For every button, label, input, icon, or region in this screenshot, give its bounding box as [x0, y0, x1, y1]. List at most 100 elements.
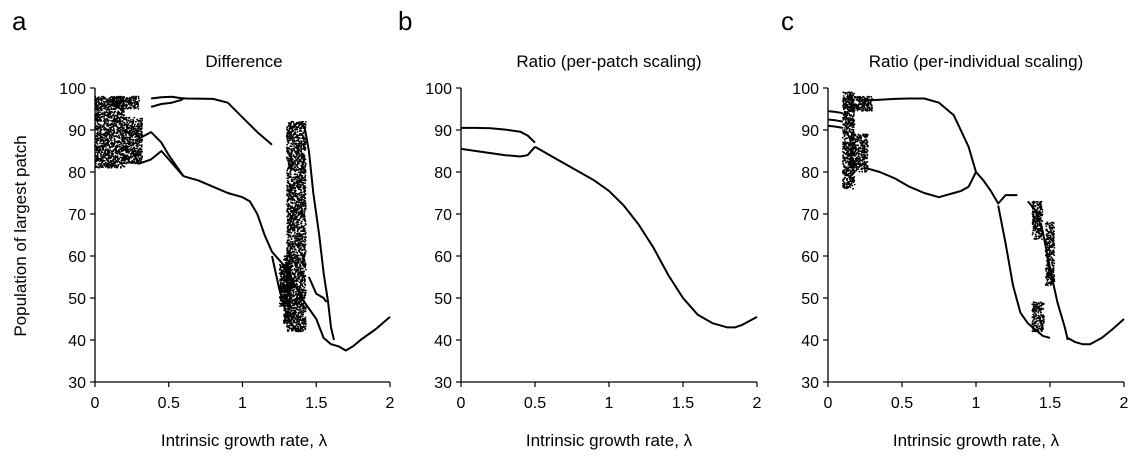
chaotic-point	[134, 133, 136, 136]
chaotic-point	[287, 326, 289, 328]
chaotic-point	[115, 164, 117, 167]
chaotic-point	[287, 274, 289, 277]
chaotic-point	[108, 108, 111, 111]
chaotic-point	[284, 299, 287, 302]
chaotic-point	[298, 219, 300, 222]
chaotic-point	[141, 126, 143, 128]
chaotic-point	[140, 139, 143, 141]
chaotic-point	[298, 307, 301, 309]
chaotic-point	[284, 317, 287, 320]
chaotic-point	[122, 148, 124, 150]
chaotic-point	[108, 137, 111, 140]
chaotic-point	[297, 232, 299, 235]
chaotic-point	[133, 160, 136, 162]
chaotic-point	[286, 226, 289, 229]
chaotic-point	[108, 112, 110, 115]
chaotic-point	[297, 276, 300, 279]
y-tick-label: 70	[68, 207, 86, 224]
chaotic-point	[99, 136, 102, 138]
chaotic-point	[291, 213, 294, 216]
chaotic-point	[291, 218, 293, 220]
chaotic-point	[137, 129, 140, 132]
chaotic-point	[124, 154, 127, 157]
chaotic-point	[288, 159, 291, 162]
chaotic-point	[293, 286, 296, 289]
chaotic-point	[287, 190, 290, 193]
chaotic-point	[297, 122, 300, 125]
chaotic-point	[292, 185, 295, 188]
chaotic-point	[287, 291, 290, 294]
chaotic-point	[95, 165, 98, 167]
chaotic-point	[102, 95, 105, 98]
chaotic-point	[94, 144, 96, 146]
chaotic-point	[103, 134, 105, 137]
chaotic-point	[844, 157, 847, 160]
chaotic-point	[300, 168, 303, 171]
chaotic-point	[280, 304, 283, 307]
chaotic-point	[295, 254, 297, 256]
chaotic-point	[138, 122, 140, 125]
chaotic-point	[295, 221, 298, 224]
chaotic-point	[126, 139, 129, 142]
chaotic-point	[852, 187, 854, 190]
chaotic-point	[299, 242, 302, 244]
chaotic-point	[136, 101, 139, 103]
chaotic-point	[842, 129, 844, 132]
chaotic-point	[293, 214, 296, 216]
chaotic-point	[110, 128, 113, 131]
chaotic-point	[139, 133, 142, 136]
chaotic-point	[94, 115, 97, 117]
chaotic-point	[302, 218, 304, 221]
chaotic-point	[136, 119, 139, 121]
chaotic-point	[293, 321, 295, 324]
chaotic-point	[844, 159, 847, 162]
chaotic-point	[96, 125, 99, 128]
chaotic-point	[843, 185, 846, 188]
chaotic-point	[303, 142, 306, 145]
chaotic-point	[279, 281, 282, 284]
chaotic-point	[290, 292, 292, 295]
chaotic-point	[107, 140, 110, 143]
chaotic-point	[298, 179, 301, 182]
chaotic-point	[304, 176, 306, 179]
chaotic-point	[289, 189, 292, 192]
chaotic-point	[128, 158, 131, 161]
chaotic-point	[99, 155, 102, 157]
chaotic-point	[295, 212, 298, 215]
chaotic-point	[296, 254, 299, 257]
chaotic-point	[302, 256, 305, 259]
chaotic-point	[101, 164, 104, 167]
chaotic-point	[128, 139, 131, 142]
chaotic-point	[287, 182, 290, 184]
chaotic-point	[294, 321, 297, 324]
x-tick-label: 0	[457, 395, 466, 412]
chaotic-point	[104, 103, 106, 106]
chaotic-point	[296, 144, 298, 147]
chaotic-point	[293, 195, 296, 198]
chaotic-point	[302, 187, 304, 190]
chaotic-point	[296, 285, 299, 288]
chaotic-point	[129, 119, 132, 121]
chaotic-point	[106, 114, 109, 117]
chaotic-point	[136, 138, 139, 141]
chaotic-point	[100, 95, 103, 98]
chaotic-point	[289, 269, 292, 272]
chaotic-point	[110, 126, 113, 129]
chaotic-point	[95, 145, 97, 148]
chaotic-point	[286, 158, 289, 160]
chaotic-point	[120, 136, 123, 139]
chaotic-point	[287, 162, 290, 165]
chaotic-point	[279, 280, 281, 282]
chaotic-point	[300, 141, 303, 144]
chaotic-point	[100, 151, 103, 153]
chaotic-point	[110, 103, 113, 106]
chaotic-point	[126, 157, 129, 160]
chaotic-point	[123, 160, 126, 163]
chaotic-point	[139, 119, 142, 122]
chaotic-point	[115, 123, 118, 125]
chaotic-point	[122, 132, 124, 135]
chaotic-point	[292, 133, 295, 136]
chaotic-point	[304, 284, 307, 287]
chaotic-point	[121, 144, 124, 147]
